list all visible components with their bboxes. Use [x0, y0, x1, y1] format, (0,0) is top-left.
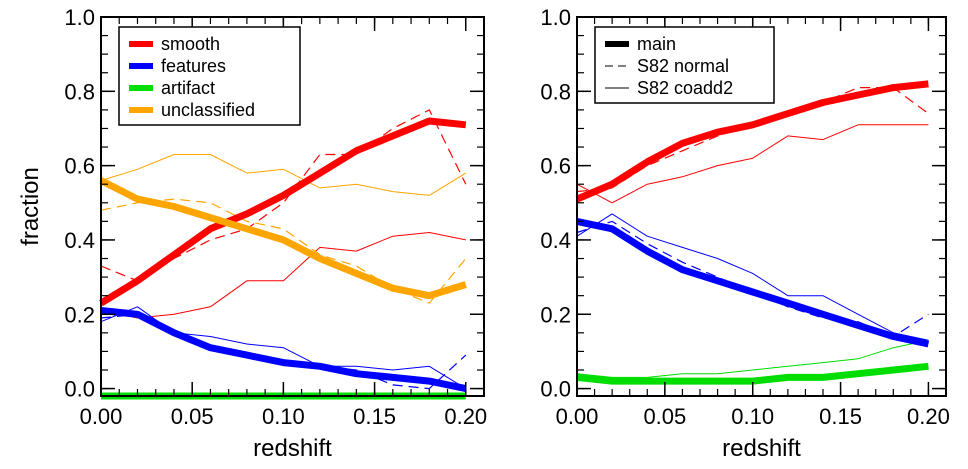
x-axis-label: redshift: [253, 435, 332, 462]
y-tick-label: 0.4: [540, 228, 571, 253]
y-tick-label: 0.4: [64, 228, 95, 253]
x-tick-label: 0.05: [171, 404, 214, 429]
y-tick-label: 0.0: [540, 377, 571, 402]
series-line-unclassified-main: [99, 177, 467, 300]
y-tick-label: 0.2: [64, 302, 95, 327]
x-tick-label: 0.00: [80, 404, 123, 429]
plot-frame: [576, 16, 947, 397]
series-line-smooth-coadd2: [100, 232, 466, 319]
y-tick-label: 0.8: [64, 79, 95, 104]
series-line-artifact-coadd2: [576, 339, 929, 378]
x-axis-label: redshift: [722, 435, 801, 462]
x-tick-label: 0.00: [556, 404, 599, 429]
series-line-smooth-main: [575, 80, 929, 203]
x-tick-label: 0.10: [731, 404, 774, 429]
legend-box: [594, 26, 775, 104]
y-tick-label: 1.0: [64, 5, 95, 30]
series-line-unclassified-coadd2: [100, 154, 467, 196]
x-tick-label: 0.05: [643, 404, 686, 429]
legend-label: main: [637, 34, 676, 54]
series-line-features-main: [100, 307, 467, 393]
legend-label: artifact: [161, 78, 215, 98]
x-tick-label: 0.15: [819, 404, 862, 429]
y-tick-label: 1.0: [540, 5, 571, 30]
legend-label: S82 coadd2: [637, 78, 733, 98]
series-line-artifact-main: [576, 362, 929, 385]
y-tick-label: 0.6: [540, 154, 571, 179]
series-line-smooth-coadd2: [576, 124, 929, 204]
series-line-smooth-normal: [576, 86, 929, 193]
legend-label: smooth: [161, 34, 220, 54]
panel-right: 0.00 0.05 0.10 0.15 0.20 0.0 0.2 0.4 0.6 0.8 1.0 re…: [540, 5, 949, 462]
x-tick-label: 0.15: [353, 404, 396, 429]
legend-label: unclassified: [161, 100, 255, 120]
legend-label: S82 normal: [637, 56, 729, 76]
series-line-smooth-main: [99, 117, 467, 307]
legend-label: features: [161, 56, 226, 76]
panel-left: 0.00 0.05 0.10 0.15 0.20 0.0 0.2 0.4 0.6 0.8 1.0 re…: [17, 5, 487, 462]
x-tick-label: 0.10: [262, 404, 305, 429]
series-line-unclassified-normal: [100, 198, 467, 304]
series-line-features-main: [576, 217, 930, 348]
y-tick-label: 0.6: [64, 154, 95, 179]
x-tick-label: 0.20: [444, 404, 487, 429]
plot-frame: [100, 16, 485, 397]
y-tick-label: 0.2: [540, 302, 571, 327]
y-tick-label: 0.0: [64, 377, 95, 402]
y-axis-label: fraction: [17, 167, 44, 246]
x-tick-label: 0.20: [907, 404, 950, 429]
y-tick-label: 0.8: [540, 79, 571, 104]
series-line-features-coadd2: [576, 213, 929, 341]
